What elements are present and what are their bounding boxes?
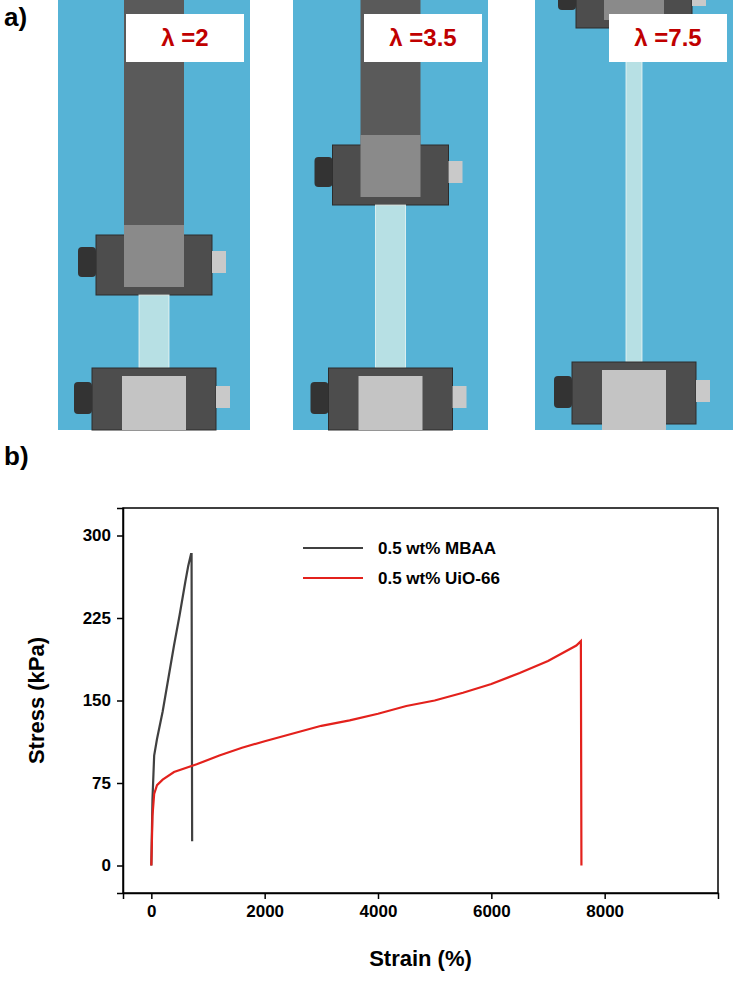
clamp-face: [124, 225, 184, 287]
x-axis: 0 2000 4000 6000 8000: [124, 893, 719, 921]
clamp-bolt: [212, 251, 226, 273]
y-tick: 225: [83, 609, 123, 628]
x-tick-label: 0: [147, 902, 156, 921]
panel-label: b): [4, 441, 29, 471]
x-tick: 8000: [586, 893, 624, 921]
photo-label: λ =3.5: [389, 24, 456, 51]
specimen: [376, 205, 406, 368]
clamp-bolt: [692, 0, 706, 6]
clamp-knob: [554, 376, 572, 408]
photo: λ =7.5: [535, 0, 733, 430]
x-tick: 4000: [360, 893, 398, 921]
y-tick-mark: [117, 783, 123, 785]
y-tick-mark: [117, 700, 123, 702]
clamp-jaw: [329, 368, 453, 430]
clamp-bolt: [216, 386, 230, 408]
y-tick-label: 75: [92, 774, 111, 793]
y-tick: 75: [92, 774, 123, 793]
clamp-face: [359, 376, 423, 430]
x-axis-title: Strain (%): [369, 946, 472, 971]
legend-label: 0.5 wt% UiO-66: [378, 569, 500, 588]
clamp-knob: [315, 157, 333, 187]
x-tick-mark: [264, 893, 266, 899]
clamp-knob: [74, 382, 92, 414]
label-box: [364, 14, 482, 62]
clamp-bolt: [696, 380, 710, 402]
clamp-knob: [311, 382, 329, 414]
x-tick: 6000: [473, 893, 511, 921]
x-tick-mark: [151, 893, 153, 899]
x-tick-mark: [604, 893, 606, 899]
clamp-face: [361, 135, 421, 197]
y-tick-label: 300: [83, 526, 111, 545]
clamp-knob: [558, 0, 576, 10]
specimen: [626, 28, 642, 362]
clamp-face: [602, 370, 666, 430]
photo: λ =3.5: [293, 0, 488, 430]
x-tick-label: 8000: [586, 902, 624, 921]
specimen: [139, 295, 169, 368]
clamp-bolt: [453, 386, 467, 408]
legend-swatch: [303, 577, 363, 579]
photo-label: λ =7.5: [634, 24, 701, 51]
photo: λ =2: [58, 0, 250, 430]
x-tick-label: 4000: [360, 902, 398, 921]
x-tick-mark: [378, 893, 380, 899]
data-line: [151, 641, 581, 865]
x-tick-mark: [491, 893, 493, 899]
y-tick: 150: [83, 691, 123, 710]
photo-background: [58, 0, 250, 430]
photo-background: [535, 0, 733, 430]
y-tick-label: 150: [83, 691, 111, 710]
data-line: [151, 554, 192, 865]
x-axis-line: [124, 894, 719, 900]
photo-background: [293, 0, 488, 430]
x-tick-label: 2000: [246, 902, 284, 921]
legend-label: 0.5 wt% MBAA: [378, 539, 496, 558]
x-tick: 2000: [246, 893, 284, 921]
legend-swatch: [303, 547, 363, 549]
y-tick-mark: [117, 865, 123, 867]
y-axis: 0 75 150 225 300: [83, 509, 124, 894]
y-axis-title: Stress (kPa): [24, 637, 49, 764]
y-tick: 0: [102, 856, 123, 875]
y-tick-label: 225: [83, 609, 111, 628]
y-tick-mark: [117, 535, 123, 537]
y-tick: 300: [83, 526, 123, 545]
clamp-bolt: [449, 161, 463, 183]
x-tick-label: 6000: [473, 902, 511, 921]
legend: 0.5 wt% MBAA 0.5 wt% UiO-66: [303, 539, 500, 588]
plot-area: [151, 554, 581, 865]
clamp-jaw: [92, 368, 216, 430]
clamp-knob: [78, 247, 96, 277]
panel-label: a): [4, 2, 27, 32]
plot-frame: [123, 508, 718, 893]
label-box: [126, 14, 244, 62]
x-tick: 0: [147, 893, 156, 921]
photo-label: λ =2: [161, 24, 208, 51]
clamp-face: [122, 376, 186, 430]
y-tick-label: 0: [102, 856, 111, 875]
label-box: [609, 14, 727, 62]
y-tick-mark: [117, 618, 123, 620]
figure: a) b) λ =2 λ =3.5 λ =7.5 0 2000 4000 6000 8000 0 75…: [0, 0, 735, 981]
